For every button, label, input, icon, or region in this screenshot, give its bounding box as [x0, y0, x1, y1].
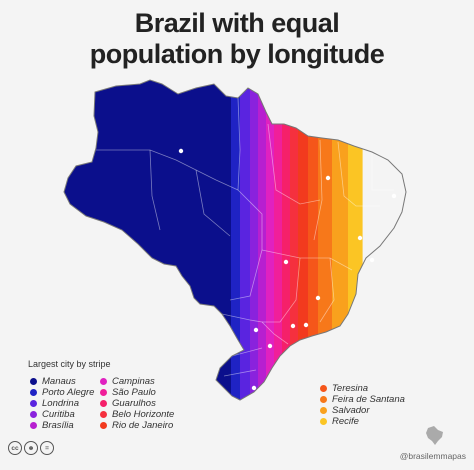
- city-markers: [178, 148, 397, 391]
- legend-item: Porto Alegre: [30, 387, 94, 398]
- legend-swatch: [320, 396, 327, 403]
- legend-label: Brasília: [42, 420, 74, 431]
- stripe-porto-alegre: [231, 80, 241, 400]
- city-marker-belo-horizonte: [315, 295, 321, 301]
- legend-label: Belo Horizonte: [112, 409, 175, 420]
- city-marker-curitiba: [267, 343, 273, 349]
- legend-item: Teresina: [320, 383, 405, 394]
- city-marker-feira-de-santana: [357, 235, 363, 241]
- stripe-feira-de-santana: [318, 80, 333, 400]
- legend-column-1: Manaus Porto Alegre Londrina Curitiba Brasíl…: [30, 376, 94, 431]
- legend-swatch: [320, 418, 327, 425]
- legend-label: Salvador: [332, 405, 370, 416]
- stripe-salvador: [332, 80, 349, 400]
- credit-handle: @brasilemmapas: [399, 451, 466, 461]
- license-badges: cc ☻ =: [8, 441, 54, 455]
- legend-title: Largest city by stripe: [28, 359, 111, 369]
- legend-item: Feira de Santana: [320, 394, 405, 405]
- stripe-bras-lia: [258, 80, 267, 400]
- legend-item: Campinas: [100, 376, 174, 387]
- legend-label: Manaus: [42, 376, 76, 387]
- legend-label: Teresina: [332, 383, 369, 394]
- legend-swatch: [100, 389, 107, 396]
- legend-item: Londrina: [30, 398, 94, 409]
- stripe-londrina: [240, 80, 251, 400]
- legend-swatch: [30, 411, 37, 418]
- legend-item: Salvador: [320, 405, 405, 416]
- legend-label: Londrina: [42, 398, 79, 409]
- state-borders: [96, 97, 394, 377]
- legend-item: Belo Horizonte: [100, 409, 174, 420]
- city-marker-londrina: [253, 327, 259, 333]
- nd-icon: =: [40, 441, 54, 455]
- legend-swatch: [30, 378, 37, 385]
- legend-swatch: [30, 400, 37, 407]
- stripe-teresina: [308, 80, 319, 400]
- legend-label: Recife: [332, 416, 359, 427]
- brazil-logo-icon: [426, 426, 443, 445]
- legend-swatch: [30, 389, 37, 396]
- legend-item: Manaus: [30, 376, 94, 387]
- stripe-guarulhos: [282, 80, 291, 400]
- city-marker-sao-paulo: [290, 323, 296, 329]
- legend-item: Brasília: [30, 420, 94, 431]
- legend-item: São Paulo: [100, 387, 174, 398]
- city-marker-recife: [391, 193, 397, 199]
- legend-swatch: [320, 385, 327, 392]
- legend-label: Curitiba: [42, 409, 75, 420]
- city-marker-manaus: [178, 148, 184, 154]
- stripe-belo-horizonte: [290, 80, 299, 400]
- legend-label: Rio de Janeiro: [112, 420, 174, 431]
- legend-item: Recife: [320, 416, 405, 427]
- legend-column-3: Teresina Feira de Santana Salvador Recife: [320, 383, 405, 427]
- city-marker-porto-alegre: [251, 385, 257, 391]
- legend-label: São Paulo: [112, 387, 156, 398]
- legend-item: Guarulhos: [100, 398, 174, 409]
- legend-item: Curitiba: [30, 409, 94, 420]
- cc-icon: cc: [8, 441, 22, 455]
- city-marker-brasilia: [283, 259, 289, 265]
- title-line-1: Brazil with equal: [134, 8, 340, 38]
- city-marker-rio-de-janeiro: [303, 322, 309, 328]
- legend-column-2: Campinas São Paulo Guarulhos Belo Horizonte…: [100, 376, 174, 431]
- legend-swatch: [320, 407, 327, 414]
- legend-label: Guarulhos: [112, 398, 156, 409]
- map-title: Brazil with equal population by longitud…: [0, 8, 474, 70]
- legend-label: Feira de Santana: [332, 394, 405, 405]
- legend-swatch: [100, 422, 107, 429]
- city-marker-teresina: [325, 175, 331, 181]
- legend-item: Rio de Janeiro: [100, 420, 174, 431]
- title-line-2: population by longitude: [89, 39, 385, 69]
- legend-swatch: [30, 422, 37, 429]
- legend-label: Porto Alegre: [42, 387, 95, 398]
- stripe-curitiba: [250, 80, 259, 400]
- stripe-s-o-paulo: [274, 80, 283, 400]
- legend-label: Campinas: [112, 376, 155, 387]
- legend-swatch: [100, 378, 107, 385]
- stripe-recife: [348, 80, 363, 400]
- legend-swatch: [100, 400, 107, 407]
- stripe-rio-de-janeiro: [298, 80, 309, 400]
- legend-swatch: [100, 411, 107, 418]
- by-icon: ☻: [24, 441, 38, 455]
- city-marker-salvador: [369, 257, 375, 263]
- stripe-campinas: [266, 80, 275, 400]
